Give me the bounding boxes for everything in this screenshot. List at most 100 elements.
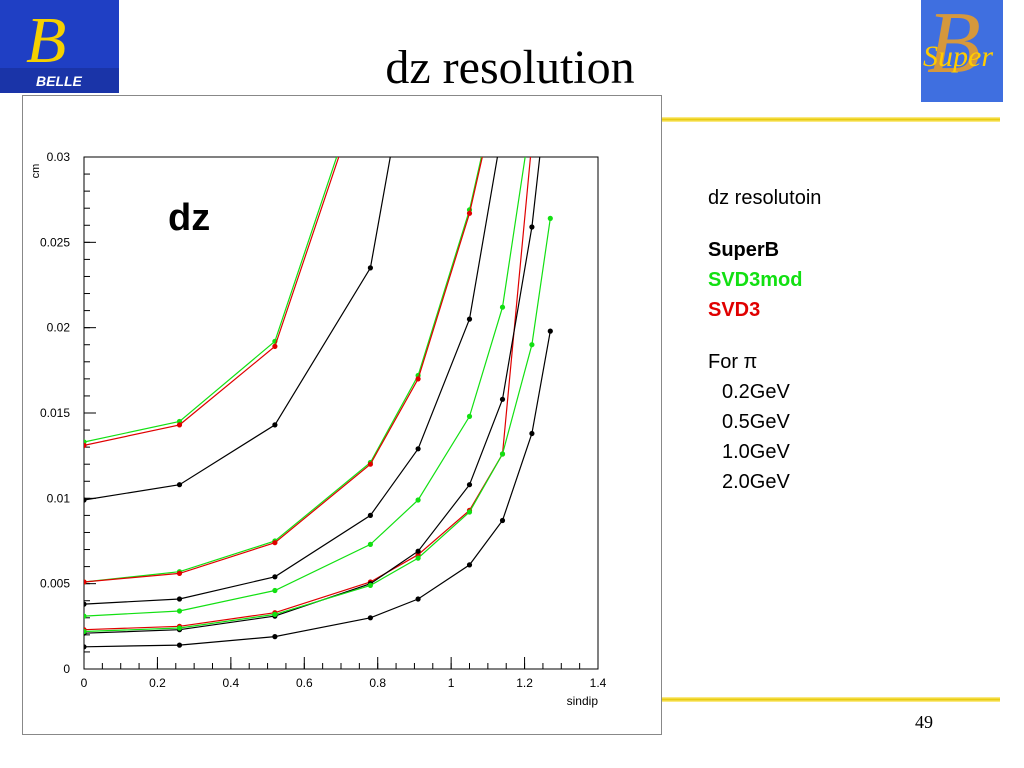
data-point bbox=[415, 376, 421, 382]
data-point bbox=[84, 442, 87, 448]
data-point bbox=[176, 422, 183, 428]
series-line bbox=[84, 157, 340, 446]
y-tick-label: 0.005 bbox=[40, 577, 70, 591]
data-point bbox=[176, 570, 183, 576]
plot-border bbox=[83, 156, 599, 670]
series-1.0GeV-SVD3 bbox=[84, 157, 532, 633]
data-point bbox=[466, 509, 473, 515]
data-point bbox=[367, 265, 373, 271]
page-number: 49 bbox=[915, 712, 933, 732]
superb-logo-text: Super bbox=[923, 40, 993, 73]
data-point bbox=[272, 574, 278, 580]
data-point bbox=[367, 461, 373, 467]
series-2.0GeV-SVD3mod bbox=[84, 215, 553, 635]
data-point bbox=[367, 541, 373, 547]
legend-svd3mod: SVD3mod bbox=[708, 269, 803, 291]
data-point bbox=[176, 625, 183, 631]
data-point bbox=[176, 642, 183, 648]
data-point bbox=[529, 430, 535, 437]
x-tick-label: 1.4 bbox=[590, 676, 607, 690]
bottom-divider bbox=[660, 697, 1000, 702]
series-line bbox=[84, 157, 483, 583]
data-point bbox=[415, 548, 421, 554]
data-point bbox=[466, 210, 473, 216]
data-point bbox=[367, 512, 373, 518]
legend-momentum-1: 0.5GeV bbox=[722, 411, 790, 433]
data-point bbox=[529, 224, 535, 230]
data-point bbox=[84, 613, 87, 619]
data-point bbox=[84, 601, 87, 607]
top-divider bbox=[660, 117, 1000, 122]
legend-svd3: SVD3 bbox=[708, 299, 761, 321]
data-point bbox=[499, 396, 506, 402]
data-point bbox=[499, 451, 506, 457]
x-tick-label: 0.4 bbox=[223, 676, 240, 690]
series-0.5GeV-SVD3 bbox=[84, 157, 483, 585]
data-point bbox=[272, 611, 278, 618]
data-point bbox=[547, 328, 553, 334]
data-point bbox=[176, 596, 183, 602]
series-line bbox=[84, 157, 526, 617]
legend-momentum-3: 2.0GeV bbox=[722, 471, 790, 493]
y-tick-label: 0.03 bbox=[47, 150, 71, 164]
y-tick-label: 0 bbox=[63, 662, 70, 676]
x-tick-label: 1.2 bbox=[516, 676, 533, 690]
chart-series bbox=[84, 157, 553, 650]
data-point bbox=[272, 540, 278, 546]
data-point bbox=[466, 482, 473, 488]
legend-momentum-2: 1.0GeV bbox=[722, 441, 790, 463]
series-1.0GeV-SuperB bbox=[84, 157, 541, 636]
series-line bbox=[84, 157, 541, 634]
series-line bbox=[84, 157, 338, 443]
legend-panel: dz resolutoin SuperB SVD3mod SVD3 For π … bbox=[708, 183, 821, 497]
data-point bbox=[84, 497, 87, 503]
y-tick-label: 0.02 bbox=[47, 321, 71, 335]
legend-particle: For π bbox=[708, 351, 758, 373]
y-axis-label: cm bbox=[30, 164, 42, 179]
series-0.5GeV-SVD3mod bbox=[84, 157, 483, 585]
x-tick-label: 0.6 bbox=[296, 676, 313, 690]
series-0.2GeV-SVD3mod bbox=[84, 157, 338, 445]
series-line bbox=[84, 157, 483, 583]
chart-axes bbox=[83, 156, 599, 670]
data-point bbox=[367, 582, 373, 588]
data-point bbox=[367, 615, 373, 621]
data-point bbox=[176, 608, 183, 614]
chart-title: dz bbox=[168, 197, 210, 239]
y-tick-label: 0.01 bbox=[47, 491, 71, 505]
slide-title: dz resolution bbox=[385, 41, 635, 94]
data-point bbox=[415, 596, 421, 602]
data-point bbox=[84, 644, 87, 650]
y-tick-label: 0.015 bbox=[40, 406, 70, 420]
data-point bbox=[547, 215, 553, 221]
x-tick-label: 0.2 bbox=[149, 676, 166, 690]
data-point bbox=[529, 342, 535, 348]
svg-text:B: B bbox=[26, 4, 66, 77]
belle-logo-text: BELLE bbox=[36, 73, 83, 89]
series-line bbox=[84, 157, 532, 631]
series-1.0GeV-SVD3mod bbox=[84, 157, 526, 619]
data-point bbox=[499, 304, 506, 310]
data-point bbox=[415, 446, 421, 452]
series-0.2GeV-SVD3 bbox=[84, 157, 340, 448]
x-tick-label: 0.8 bbox=[369, 676, 386, 690]
data-point bbox=[466, 562, 473, 568]
data-point bbox=[415, 497, 421, 503]
y-tick-label: 0.025 bbox=[40, 235, 70, 249]
superb-logo: B Super bbox=[921, 0, 1003, 102]
data-point bbox=[466, 413, 473, 419]
data-point bbox=[272, 422, 278, 428]
data-point bbox=[84, 579, 87, 585]
plot-frame: 0 0.005 0.01 0.015 0.02 0.025 0.03 0 0.2 0.4 0.6 0.… bbox=[22, 95, 662, 735]
data-point bbox=[272, 587, 278, 594]
svg-text:B: B bbox=[927, 0, 981, 92]
data-point bbox=[272, 634, 278, 640]
legend-heading: dz resolutoin bbox=[708, 187, 822, 209]
series-0.5GeV-SuperB bbox=[84, 157, 499, 607]
data-point bbox=[466, 316, 473, 322]
data-point bbox=[176, 482, 183, 488]
belle-logo: B BELLE bbox=[0, 0, 119, 93]
data-point bbox=[415, 555, 421, 561]
data-point bbox=[84, 628, 87, 635]
series-0.2GeV-SuperB bbox=[84, 157, 391, 503]
